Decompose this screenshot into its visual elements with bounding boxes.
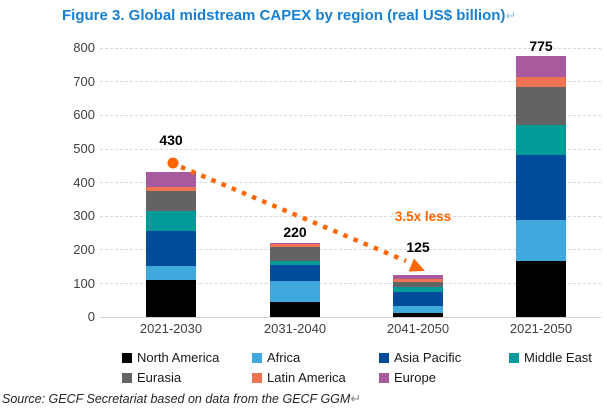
- legend-item-asia-pacific: Asia Pacific: [379, 350, 461, 365]
- legend-swatch: [122, 352, 132, 363]
- bar-segment-eurasia: [393, 282, 443, 287]
- bar-segment-middle-east: [146, 211, 196, 231]
- x-axis-category-label: 2021-2050: [509, 321, 573, 336]
- y-axis-tick-label: 100: [73, 275, 95, 291]
- legend-item-europe: Europe: [379, 370, 436, 385]
- bar-segment-north-america: [270, 301, 320, 317]
- gridline: [100, 148, 601, 150]
- x-axis-category-label: 2031-2040: [263, 321, 327, 336]
- x-axis-baseline: [100, 316, 601, 318]
- y-axis-tick-label: 200: [73, 241, 95, 257]
- y-axis-tick-label: 800: [73, 40, 95, 56]
- legend-swatch: [252, 372, 262, 383]
- legend-swatch: [509, 352, 519, 363]
- bar-segment-asia-pacific: [270, 264, 320, 282]
- bar-segment-asia-pacific: [393, 292, 443, 306]
- y-axis-tick-label: 600: [73, 107, 95, 123]
- bar-segment-middle-east: [270, 260, 320, 265]
- figure-title: Figure 3. Global midstream CAPEX by regi…: [62, 7, 516, 24]
- y-axis-tick-label: 700: [73, 73, 95, 89]
- paragraph-return-mark: ↵: [505, 8, 517, 23]
- source-note: Source: GECF Secretariat based on data f…: [2, 391, 361, 407]
- legend-item-latin-america: Latin America: [252, 370, 346, 385]
- y-axis-tick-label: 300: [73, 208, 95, 224]
- gridline: [100, 114, 601, 116]
- bar-total-label: 430: [159, 132, 183, 149]
- bar-segment-eurasia: [516, 86, 566, 126]
- legend-swatch: [379, 372, 389, 383]
- legend-label: Africa: [267, 350, 301, 365]
- figure-title-text: Figure 3. Global midstream CAPEX by regi…: [62, 7, 506, 24]
- source-text: Source: GECF Secretariat based on data f…: [2, 392, 351, 406]
- bar-segment-latin-america: [516, 77, 566, 87]
- arrow-start-dot: [167, 157, 179, 169]
- bar-segment-latin-america: [146, 187, 196, 191]
- legend-label: Middle East: [524, 350, 592, 365]
- x-axis-category-label: 2041-2050: [386, 321, 450, 336]
- bar-segment-north-america: [146, 279, 196, 317]
- bar-segment-africa: [146, 266, 196, 280]
- bar-segment-north-america: [393, 313, 443, 317]
- bar-segment-europe: [146, 172, 196, 188]
- bar-total-label: 775: [529, 38, 553, 54]
- gridline: [100, 283, 601, 285]
- x-axis-category-label: 2021-2030: [139, 321, 203, 336]
- bar-total-label: 125: [406, 238, 430, 255]
- legend-swatch: [252, 352, 262, 363]
- arrow-head: [408, 258, 425, 272]
- paragraph-return-mark: ↵: [350, 391, 362, 406]
- bar-segment-europe: [270, 242, 320, 245]
- legend-item-north-america: North America: [122, 350, 219, 365]
- legend-swatch: [379, 352, 389, 363]
- legend-label: Eurasia: [137, 370, 182, 385]
- bar-segment-africa: [516, 220, 566, 262]
- legend-label: Europe: [394, 370, 436, 385]
- y-axis-tick-label: 0: [87, 309, 95, 325]
- legend-item-middle-east: Middle East: [509, 350, 592, 365]
- bar-segment-latin-america: [270, 244, 320, 248]
- y-axis-tick-label: 500: [73, 141, 95, 156]
- bar-segment-latin-america: [393, 279, 443, 283]
- bar-segment-middle-east: [393, 286, 443, 293]
- bar-segment-africa: [270, 281, 320, 302]
- y-axis-tick-label: 400: [73, 174, 95, 190]
- legend-item-eurasia: Eurasia: [122, 370, 181, 385]
- bar-segment-europe: [393, 274, 443, 279]
- bar-segment-europe: [516, 56, 566, 78]
- gridline: [100, 81, 601, 83]
- bar-segment-middle-east: [516, 125, 566, 155]
- legend-item-africa: Africa: [252, 350, 300, 365]
- legend-label: Asia Pacific: [394, 350, 462, 365]
- bar-segment-eurasia: [146, 190, 196, 212]
- gridline: [100, 47, 601, 49]
- bar-segment-north-america: [516, 261, 566, 317]
- annotation-3-5x-less: 3.5x less: [394, 209, 452, 224]
- bar-segment-eurasia: [270, 247, 320, 261]
- bar-segment-africa: [393, 305, 443, 314]
- bar-segment-asia-pacific: [146, 230, 196, 267]
- bar-total-label: 220: [283, 223, 307, 240]
- legend-label: North America: [137, 350, 220, 365]
- legend-label: Latin America: [267, 370, 346, 385]
- legend-swatch: [122, 372, 132, 383]
- bar-segment-asia-pacific: [516, 154, 566, 221]
